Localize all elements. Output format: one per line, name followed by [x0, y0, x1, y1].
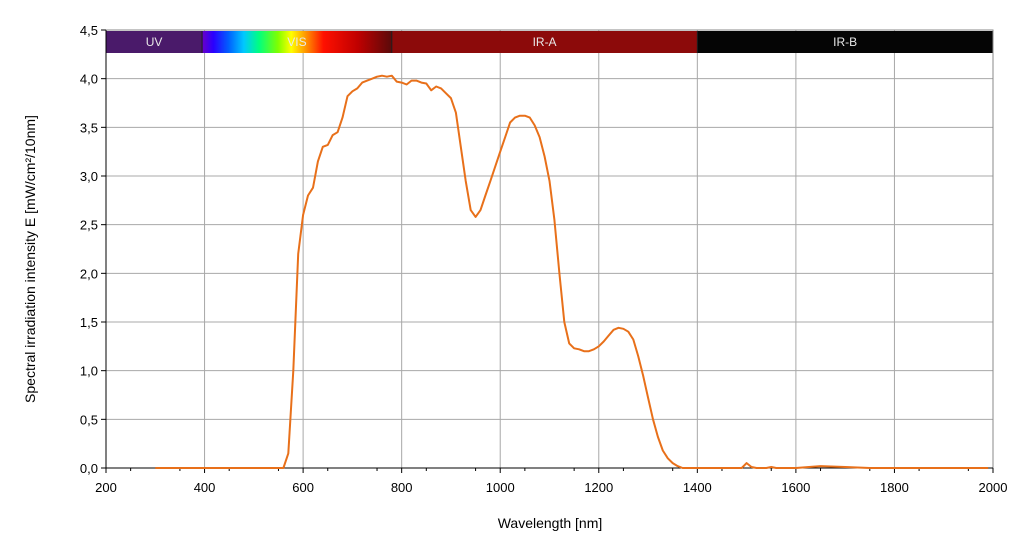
- x-tick-label: 1600: [781, 480, 810, 495]
- x-tick-label: 800: [391, 480, 413, 495]
- y-tick-label: 1,0: [80, 364, 98, 379]
- x-tick-label: 1400: [683, 480, 712, 495]
- band-vis-rect: [202, 31, 392, 53]
- band-vis-label: VIS: [287, 35, 306, 49]
- band-ir-a-label: IR-A: [533, 35, 557, 49]
- y-tick-label: 3,5: [80, 120, 98, 135]
- y-tick-label: 1,5: [80, 315, 98, 330]
- spectral-band-labels: UV VIS IR-A IR-B: [146, 35, 857, 49]
- series-line: [155, 74, 989, 469]
- x-tick-label: 1800: [880, 480, 909, 495]
- y-axis-title: Spectral irradiation intensity E [mW/cm²…: [22, 115, 38, 403]
- band-ir-b-label: IR-B: [833, 35, 857, 49]
- band-ir-b-rect: [697, 31, 993, 53]
- x-tick-label: 200: [95, 480, 117, 495]
- y-tick-label: 2,5: [80, 218, 98, 233]
- series-layer: [155, 74, 989, 469]
- y-tick-label: 0,5: [80, 412, 98, 427]
- x-tick-label: 1200: [584, 480, 613, 495]
- band-uv-label: UV: [146, 35, 163, 49]
- grid-lines: [105, 29, 994, 469]
- x-axis-title: Wavelength [nm]: [498, 515, 603, 531]
- y-tick-label: 0,0: [80, 461, 98, 476]
- axes: [105, 29, 994, 469]
- spectral-bands: [106, 31, 993, 53]
- x-tick-label: 1000: [486, 480, 515, 495]
- y-tick-label: 2,0: [80, 266, 98, 281]
- y-tick-label: 4,5: [80, 23, 98, 38]
- x-tick-label: 600: [292, 480, 314, 495]
- y-tick-label: 4,0: [80, 72, 98, 87]
- band-ir-a-rect: [391, 31, 698, 53]
- y-axis-ticks: 0,0 0,5 1,0 1,5 2,0 2,5 3,0 3,5 4,0 4,5: [80, 23, 106, 476]
- x-axis-ticks: 200 400 600 800 1000 1200 1400 1600 1800 2000: [95, 468, 1007, 495]
- x-tick-label: 400: [194, 480, 216, 495]
- band-uv-rect: [106, 31, 203, 53]
- y-tick-label: 3,0: [80, 169, 98, 184]
- x-tick-label: 2000: [979, 480, 1008, 495]
- plot-frame: [105, 29, 994, 469]
